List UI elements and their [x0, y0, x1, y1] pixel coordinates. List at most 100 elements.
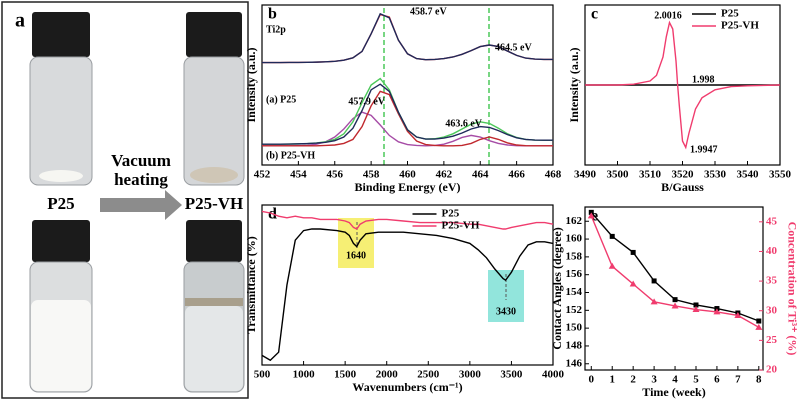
y-tick-label: 152 [566, 304, 583, 316]
marker [588, 209, 594, 215]
x-tick-label: 2500 [417, 369, 440, 381]
marker [672, 297, 678, 303]
panel-label: a [15, 10, 25, 32]
marker [734, 311, 742, 318]
vial-top-left [29, 12, 93, 186]
x-axis-label: Time (week) [642, 385, 705, 399]
x-tick-label: 3 [651, 374, 657, 386]
y-tick-label: 158 [566, 250, 583, 262]
x-tick-label: 1000 [293, 369, 316, 381]
x-axis-label: Wavenumbers (cm⁻¹) [352, 380, 462, 394]
x-tick-label: 2 [630, 374, 636, 386]
series-line [590, 215, 760, 328]
x-tick-label: 7 [735, 374, 741, 386]
highlight-box [338, 218, 374, 268]
arrow [100, 190, 182, 220]
y-tick-label: 150 [566, 322, 583, 334]
x-tick-label: 3510 [639, 169, 662, 181]
y-tick-label: 162 [566, 215, 583, 227]
y-tick-label: 146 [566, 357, 583, 369]
y-tick-label: 154 [566, 286, 583, 298]
series-line [585, 20, 781, 150]
y2-axis-label: Concentration of Ti³⁺ (%) [785, 222, 799, 356]
x-tick-label: 466 [508, 169, 525, 181]
legend-label: P25-VH [721, 20, 759, 32]
series-line [262, 111, 553, 147]
arrow-text: heating [114, 170, 168, 189]
x-tick-label: 3500 [607, 169, 630, 181]
x-tick-label: 3490 [574, 169, 597, 181]
y2-tick-label: 40 [766, 245, 778, 257]
annotation: (b) P25-VH [266, 150, 315, 161]
marker [608, 262, 616, 269]
x-tick-label: 460 [399, 169, 416, 181]
marker [693, 302, 699, 308]
marker [587, 212, 595, 219]
sample-label: P25 [47, 194, 74, 213]
marker [671, 302, 679, 309]
y2-tick-label: 45 [766, 215, 778, 227]
x-tick-label: 462 [436, 169, 453, 181]
sample-label: P25-VH [185, 194, 244, 213]
plot-frame [261, 4, 554, 166]
series-line [262, 12, 553, 64]
annotation: (a) P25 [266, 94, 296, 105]
y2-tick-label: 30 [766, 304, 778, 316]
y-axis-label: Contact Angles (degree) [550, 227, 564, 349]
marker [756, 318, 762, 324]
y-tick-label: 148 [566, 339, 583, 351]
series-line [261, 210, 554, 230]
x-tick-label: 456 [327, 169, 344, 181]
x-tick-label: 3000 [459, 369, 482, 381]
x-tick-label: 3530 [704, 169, 727, 181]
x-tick-label: 1 [609, 374, 615, 386]
y2-tick-label: 35 [766, 275, 778, 287]
x-axis-label: Binding Energy (eV) [354, 180, 460, 194]
plot-frame [584, 206, 764, 371]
x-tick-label: 4000 [542, 369, 565, 381]
legend-label: P25-VH [442, 220, 480, 232]
y-tick-label: 160 [566, 233, 583, 245]
x-tick-label: 4 [672, 374, 678, 386]
annotation: 1640 [346, 250, 366, 261]
x-tick-label: 8 [756, 374, 762, 386]
x-tick-label: 6 [714, 374, 720, 386]
y-tick-label: 156 [566, 268, 583, 280]
annotation: 464.5 eV [495, 42, 532, 53]
annotation: 3430 [496, 306, 516, 317]
marker [692, 306, 700, 313]
x-tick-label: 5 [693, 374, 699, 386]
x-tick-label: 458 [363, 169, 380, 181]
y-axis-label: Intensity (a.u.) [567, 47, 581, 122]
marker [650, 298, 658, 305]
series-line [261, 228, 554, 362]
panel-label: b [268, 6, 277, 23]
y-axis-label: Intensity (a.u.) [244, 47, 258, 122]
x-tick-label: 500 [254, 369, 271, 381]
marker [713, 308, 721, 315]
legend-label: P25 [442, 208, 460, 220]
y-axis-label: Transmittance (%) [244, 236, 258, 333]
x-tick-label: 0 [589, 374, 595, 386]
x-tick-label: 454 [290, 169, 307, 181]
x-tick-label: 464 [472, 169, 489, 181]
marker [629, 280, 637, 287]
panel-label: c [591, 6, 598, 23]
series-line [262, 77, 553, 145]
y2-tick-label: 25 [766, 334, 778, 346]
x-tick-label: 3520 [672, 169, 695, 181]
x-axis-label: B/Gauss [661, 180, 704, 194]
arrow-text: Vacuum [111, 151, 171, 170]
x-tick-label: 452 [254, 169, 271, 181]
annotation: 2.0016 [654, 10, 682, 21]
x-tick-label: 3540 [737, 169, 760, 181]
legend-label: P25 [721, 8, 739, 20]
vial-top-right [183, 12, 245, 186]
annotation: Ti2p [266, 24, 286, 35]
vial-bottom-right [183, 220, 245, 393]
annotation: 463.6 eV [445, 118, 482, 129]
panel-a: a P25 Vacuum heating P25-VH [1, 1, 249, 399]
annotation: 458.7 eV [410, 6, 447, 17]
annotation: 1.998 [692, 74, 715, 85]
